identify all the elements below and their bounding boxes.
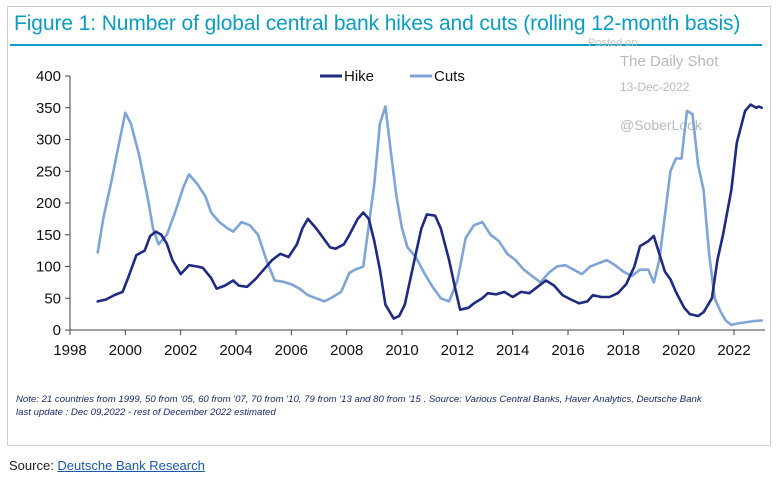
x-tick-label: 2020: [662, 342, 695, 359]
y-tick-label: 200: [36, 195, 61, 212]
chart-title: Figure 1: Number of global central bank …: [14, 12, 741, 35]
y-tick-label: 0: [53, 322, 61, 339]
x-tick-label: 2022: [717, 342, 750, 359]
x-tick-label: 2010: [385, 342, 418, 359]
title-rule: [10, 44, 762, 46]
source-line: Source: Deutsche Bank Research: [9, 458, 205, 473]
x-tick-label: 2002: [164, 342, 197, 359]
series-line-cuts: [96, 105, 763, 327]
y-tick-label: 150: [36, 227, 61, 244]
chart-note: Note: 21 countries from 1999, 50 from '0…: [16, 393, 756, 419]
legend-label-hike: Hike: [344, 68, 374, 85]
watermark-outlet: The Daily Shot: [620, 53, 719, 70]
y-tick-label: 300: [36, 132, 61, 149]
figure-frame: [7, 6, 771, 446]
note-line-2: last update : Dec 09,2022 - rest of Dece…: [16, 407, 276, 418]
x-tick-label: 1998: [53, 342, 86, 359]
x-tick-label: 2006: [275, 342, 308, 359]
x-tick-label: 2018: [607, 342, 640, 359]
watermark-posted: Posted on: [588, 37, 638, 49]
x-tick-label: 2012: [441, 342, 474, 359]
x-tick-label: 2008: [330, 342, 363, 359]
watermark-date: 13-Dec-2022: [620, 80, 690, 94]
note-line-1: Note: 21 countries from 1999, 50 from '0…: [16, 394, 702, 405]
watermark-handle: @SoberLook: [620, 117, 702, 133]
legend-label-cuts: Cuts: [434, 68, 465, 85]
x-tick-label: 2000: [109, 342, 142, 359]
y-tick-label: 100: [36, 259, 61, 276]
x-tick-label: 2016: [551, 342, 584, 359]
source-prefix: Source:: [9, 458, 58, 473]
x-tick-label: 2004: [219, 342, 252, 359]
source-link[interactable]: Deutsche Bank Research: [57, 458, 205, 473]
x-tick-label: 2014: [496, 342, 529, 359]
y-tick-label: 250: [36, 163, 61, 180]
y-tick-label: 50: [44, 290, 61, 307]
y-tick-label: 400: [36, 68, 61, 85]
series-line-hike: [96, 103, 763, 320]
y-tick-label: 350: [36, 100, 61, 117]
